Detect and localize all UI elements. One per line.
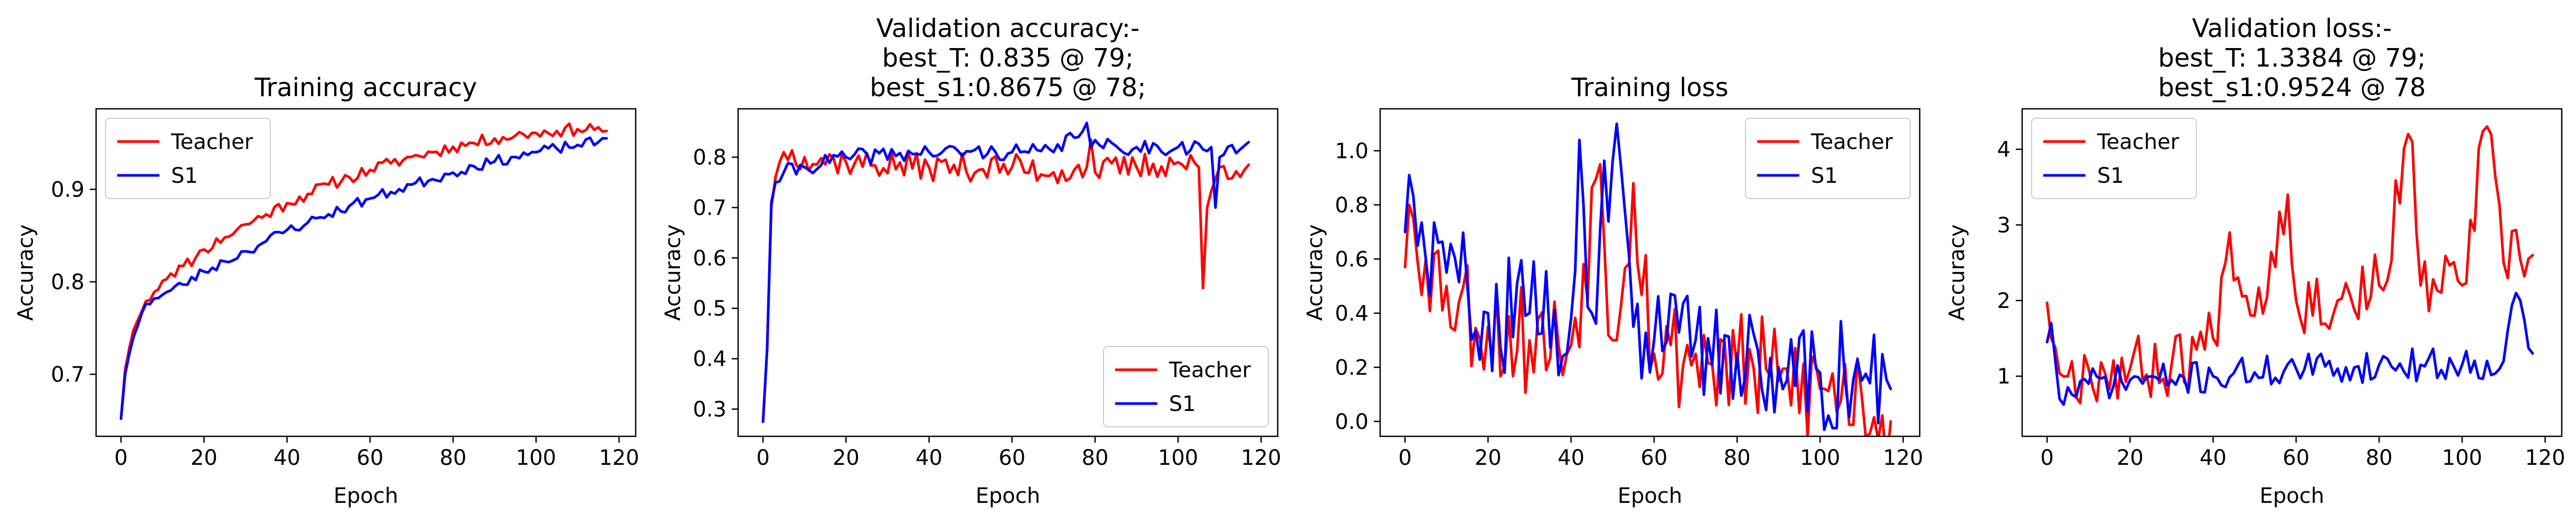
x-tick-label: 80 [1082, 446, 1109, 470]
y-axis-label: Accuracy [661, 224, 685, 321]
x-tick-label: 80 [2366, 446, 2393, 470]
axes-frame [1379, 108, 1921, 437]
legend: Teacher S1 [2031, 118, 2197, 199]
x-tick-label: 20 [191, 446, 218, 470]
training-accuracy-s1-line [119, 136, 608, 420]
x-tick-label: 120 [599, 446, 639, 470]
training-loss-teacher-line [1403, 163, 1892, 436]
y-tick-label: 0.5 [693, 297, 726, 321]
y-tick-label: 1 [1997, 364, 2011, 389]
x-tick-label: 100 [1800, 446, 1840, 470]
x-tick-label: 100 [516, 446, 556, 470]
x-tick-label: 80 [440, 446, 467, 470]
y-tick-label: 0.4 [1335, 302, 1369, 326]
y-tick-label: 0.7 [51, 363, 84, 387]
x-tick-label: 20 [833, 446, 860, 470]
x-tick-label: 60 [356, 446, 383, 470]
x-tick-label: 60 [998, 446, 1025, 470]
y-tick-label: 0.8 [1335, 193, 1369, 218]
validation-loss-teacher-line [2045, 125, 2534, 405]
x-tick-label: 0 [756, 446, 769, 470]
y-tick-label: 1.0 [1335, 139, 1369, 163]
chart-title: Validation loss:- [2192, 14, 2392, 43]
chart-title: Validation accuracy:- [876, 14, 1140, 43]
x-tick-label: 20 [1475, 446, 1502, 470]
x-tick-label: 0 [114, 446, 127, 470]
axes-frame [737, 108, 1279, 437]
training-accuracy-teacher-line [119, 122, 608, 420]
legend-label: S1 [1169, 392, 1196, 416]
validation-loss-s1-line [2045, 292, 2534, 406]
legend: Teacher S1 [1103, 346, 1269, 427]
plot-area [119, 122, 608, 420]
legend-label: Teacher [1810, 130, 1893, 154]
x-tick-label: 60 [2282, 446, 2309, 470]
x-axis-label: Epoch [976, 484, 1040, 508]
chart-title: best_T: 0.835 @ 79; [882, 43, 1134, 73]
chart-title: Training accuracy [254, 73, 477, 102]
x-tick-label: 20 [2117, 446, 2144, 470]
x-tick-label: 0 [1398, 446, 1411, 470]
y-tick-label: 0.7 [693, 196, 726, 220]
y-tick-label: 0.0 [1335, 410, 1369, 434]
y-tick-label: 0.9 [51, 177, 84, 202]
x-tick-label: 60 [1640, 446, 1667, 470]
chart-title: best_T: 1.3384 @ 79; [2158, 43, 2426, 73]
chart-title: best_s1:0.8675 @ 78; [870, 73, 1146, 102]
x-axis-label: Epoch [1618, 484, 1682, 508]
y-tick-label: 0.6 [1335, 247, 1369, 272]
chart-title: best_s1:0.9524 @ 78 [2158, 73, 2426, 102]
x-tick-label: 80 [1724, 446, 1751, 470]
y-tick-label: 0.2 [1335, 355, 1369, 380]
axes-frame [95, 108, 637, 437]
y-axis-label: Accuracy [1303, 224, 1327, 321]
axes-frame [2021, 108, 2563, 437]
legend-label: S1 [1811, 164, 1838, 188]
training-loss-s1-line [1403, 122, 1892, 432]
plot-area [1403, 122, 1892, 436]
validation-accuracy-teacher-line [761, 138, 1250, 423]
chart-title: Training loss [1571, 73, 1728, 102]
x-tick-label: 40 [1558, 446, 1584, 470]
legend-label: Teacher [171, 130, 253, 154]
x-tick-label: 40 [916, 446, 942, 470]
x-tick-label: 120 [1883, 446, 1923, 470]
legend-label: S1 [171, 164, 198, 188]
y-tick-label: 4 [1997, 138, 2011, 162]
y-tick-label: 3 [1997, 213, 2011, 238]
training-accuracy-panel: 0 20 40 60 80 100 120 0.7 0.8 0.9 Epoch Accuracy Tra… [14, 73, 639, 508]
y-tick-label: 0.4 [693, 347, 726, 371]
x-tick-label: 100 [1158, 446, 1198, 470]
y-tick-label: 0.3 [693, 397, 726, 422]
validation-accuracy-panel: 0 20 40 60 80 100 120 0.3 0.4 0.5 0.6 0.7 0.8 Epoch Ac… [661, 14, 1281, 508]
x-tick-label: 40 [2200, 446, 2226, 470]
x-tick-label: 40 [273, 446, 300, 470]
x-axis-label: Epoch [2260, 484, 2324, 508]
x-axis-label: Epoch [334, 484, 398, 508]
y-tick-label: 0.8 [693, 146, 726, 170]
validation-accuracy-s1-line [761, 121, 1250, 423]
y-axis-label: Accuracy [14, 224, 38, 321]
y-axis-label: Accuracy [1945, 224, 1969, 321]
plot-area [761, 121, 1250, 423]
x-tick-label: 120 [2525, 446, 2565, 470]
legend-label: Teacher [2097, 130, 2179, 154]
legend-label: S1 [2097, 164, 2124, 188]
legend-label: Teacher [1168, 358, 1251, 382]
y-tick-label: 0.6 [693, 246, 726, 270]
y-tick-label: 2 [1997, 289, 2011, 313]
x-tick-label: 0 [2040, 446, 2053, 470]
training-loss-panel: 0 20 40 60 80 100 120 0.0 0.2 0.4 0.6 0.8 1.0 Epoch Ac… [1303, 73, 1923, 508]
legend: Teacher S1 [1745, 118, 1911, 199]
y-tick-label: 0.8 [51, 270, 84, 295]
plot-area [2045, 125, 2534, 406]
x-tick-label: 120 [1241, 446, 1281, 470]
validation-loss-panel: 0 20 40 60 80 100 120 1 2 3 4 Epoch Accuracy Validati… [1945, 14, 2565, 508]
x-tick-label: 100 [2442, 446, 2482, 470]
legend: Teacher S1 [105, 118, 271, 199]
